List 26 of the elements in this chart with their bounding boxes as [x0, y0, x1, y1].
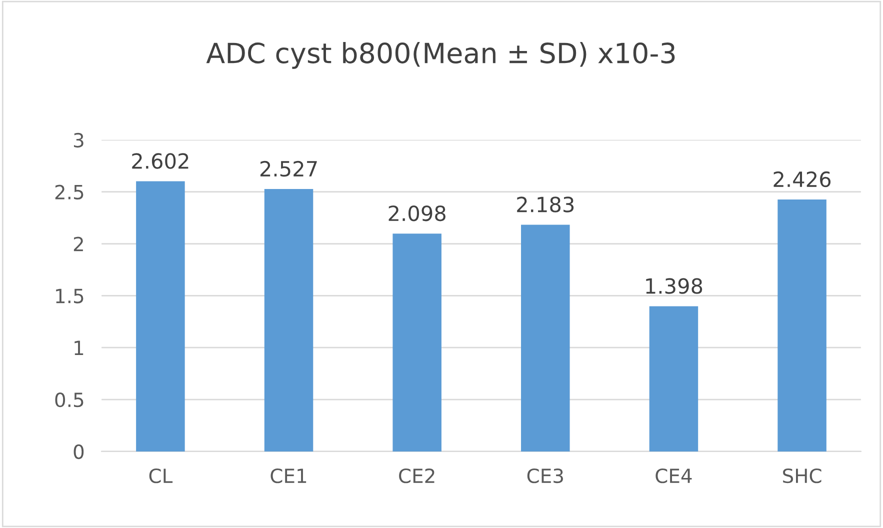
x-tick-label: CL	[149, 468, 173, 484]
y-tick-label: 0.5	[55, 392, 84, 408]
x-tick-label: CE3	[527, 468, 563, 484]
data-label: 1.398	[646, 278, 702, 294]
x-tick-label: CE4	[656, 468, 692, 484]
data-label: 2.602	[132, 153, 188, 169]
x-tick-label: CE2	[399, 468, 434, 484]
x-tick-label: CE1	[270, 468, 306, 484]
y-tick-label: 1	[74, 340, 84, 355]
y-tick-label: 1.5	[56, 288, 84, 304]
y-tick-label: 3	[74, 132, 84, 148]
bar	[521, 224, 570, 452]
data-label: 2.426	[774, 171, 831, 188]
bar	[778, 200, 826, 452]
y-tick-label: 2.5	[55, 184, 84, 200]
x-tick-label: SHC	[783, 468, 822, 484]
bar	[136, 181, 185, 452]
y-tick-label: 0	[74, 444, 84, 460]
data-label: 2.098	[388, 205, 446, 222]
data-label: 2.183	[517, 196, 574, 212]
chart-title: ADC cyst b800(Mean ± SD) x10-3	[206, 42, 675, 69]
y-tick-label: 2	[74, 236, 83, 252]
bar	[649, 306, 698, 452]
bar	[392, 234, 442, 452]
data-label: 2.527	[260, 160, 317, 177]
bar	[264, 189, 314, 452]
